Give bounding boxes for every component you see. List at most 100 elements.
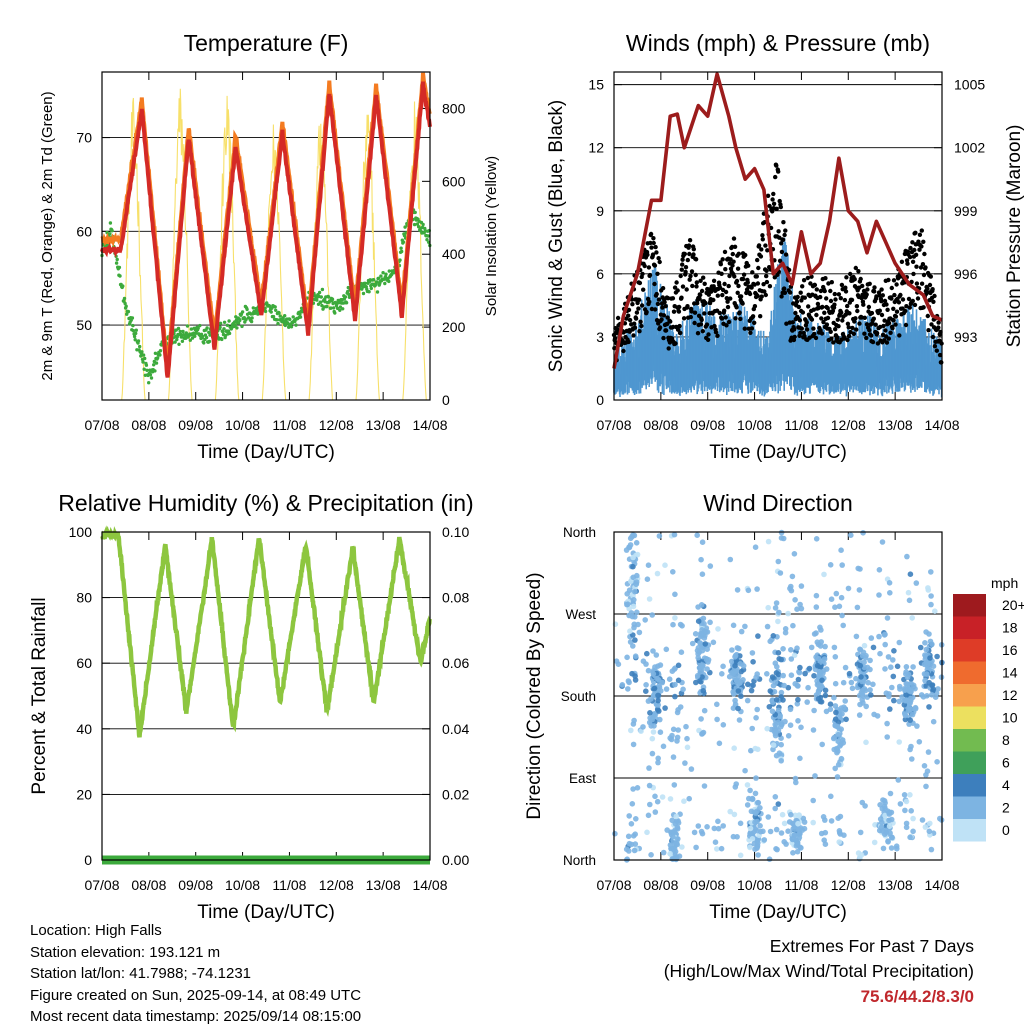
- dewpoint-point: [271, 314, 276, 319]
- direction-point: [645, 667, 652, 674]
- dewpoint-point: [134, 331, 138, 336]
- gust-point: [920, 262, 926, 267]
- direction-point: [903, 798, 910, 805]
- direction-point: [822, 841, 829, 847]
- gust-point: [832, 291, 837, 297]
- gust-point: [848, 329, 853, 335]
- gust-point: [846, 333, 852, 339]
- dewpoint-point: [188, 338, 192, 342]
- direction-point: [808, 644, 815, 651]
- direction-point: [764, 671, 770, 677]
- direction-point: [694, 532, 700, 538]
- relative-humidity-line: [100, 525, 432, 738]
- gust-point: [792, 334, 797, 340]
- gust-point: [682, 251, 687, 257]
- gust-point: [777, 198, 782, 204]
- direction-point: [929, 641, 935, 647]
- y-tick-label: 40: [76, 721, 92, 737]
- direction-point: [859, 697, 865, 703]
- gust-point: [921, 272, 927, 278]
- gust-point: [898, 292, 903, 298]
- direction-point: [761, 837, 768, 843]
- direction-point: [718, 845, 725, 852]
- direction-point: [792, 597, 798, 603]
- direction-point: [923, 772, 929, 778]
- direction-point: [681, 798, 687, 804]
- legend-label: 8: [1002, 732, 1010, 748]
- direction-point: [890, 657, 896, 663]
- direction-point: [630, 554, 636, 561]
- gust-point: [711, 278, 717, 283]
- direction-point: [785, 684, 792, 691]
- direction-point: [753, 715, 759, 721]
- direction-point: [785, 610, 791, 617]
- gust-point: [711, 284, 716, 289]
- gust-point: [764, 268, 769, 273]
- direction-point: [832, 680, 839, 687]
- gust-point: [663, 304, 668, 309]
- direction-point: [810, 727, 817, 733]
- station-info: Location: High Falls Station elevation: …: [30, 920, 361, 1028]
- gust-point: [936, 325, 941, 330]
- direction-series: [612, 529, 945, 863]
- x-tick-label: 14/08: [412, 877, 447, 893]
- direction-point: [839, 612, 845, 619]
- gust-point: [659, 317, 664, 322]
- gust-point: [778, 204, 783, 210]
- direction-point: [780, 646, 786, 652]
- direction-point: [894, 663, 901, 670]
- direction-point: [634, 785, 641, 791]
- gust-point: [677, 323, 682, 329]
- direction-point: [794, 606, 800, 612]
- direction-point: [778, 689, 785, 696]
- direction-point: [821, 571, 827, 578]
- direction-point: [754, 706, 760, 713]
- direction-point: [671, 782, 678, 788]
- direction-point: [834, 749, 840, 756]
- direction-point: [656, 677, 662, 683]
- gust-point: [678, 330, 683, 336]
- gust-point: [925, 286, 930, 291]
- direction-point: [907, 792, 913, 798]
- direction-point: [828, 596, 835, 602]
- gust-point: [698, 292, 703, 298]
- direction-point: [726, 673, 733, 680]
- direction-point: [801, 819, 808, 825]
- direction-point: [727, 808, 733, 815]
- dewpoint-point: [399, 246, 403, 250]
- gust-point: [694, 284, 699, 289]
- gust-point: [636, 306, 641, 311]
- direction-point: [794, 682, 801, 689]
- y-tick-label: East: [569, 771, 596, 786]
- direction-point: [773, 670, 780, 676]
- gust-point: [679, 295, 684, 300]
- gust-point: [924, 289, 930, 295]
- gust-point: [736, 283, 741, 289]
- x-tick-label: 13/08: [366, 877, 401, 893]
- direction-point: [747, 825, 754, 832]
- y-tick-label-right: 996: [954, 266, 978, 282]
- gust-point: [919, 281, 925, 286]
- y-tick-label-right: 200: [442, 319, 466, 335]
- legend-label: 16: [1002, 642, 1018, 658]
- gust-point: [689, 269, 695, 274]
- direction-point: [729, 669, 736, 675]
- gust-point: [680, 257, 685, 262]
- gust-point: [683, 269, 688, 275]
- direction-point: [684, 744, 691, 751]
- dewpoint-point: [218, 325, 222, 329]
- direction-point: [778, 535, 785, 541]
- direction-point: [778, 656, 784, 663]
- gust-point: [699, 288, 705, 294]
- dewpoint-point: [338, 308, 342, 312]
- gust-point: [763, 243, 768, 248]
- gust-point: [879, 312, 885, 318]
- direction-point: [802, 670, 808, 677]
- gust-point: [742, 326, 747, 331]
- direction-point: [818, 830, 825, 837]
- direction-point: [827, 706, 834, 713]
- direction-point: [699, 571, 706, 577]
- gust-point: [722, 308, 727, 313]
- x-tick-label: 10/08: [225, 417, 260, 433]
- gust-point: [724, 296, 729, 301]
